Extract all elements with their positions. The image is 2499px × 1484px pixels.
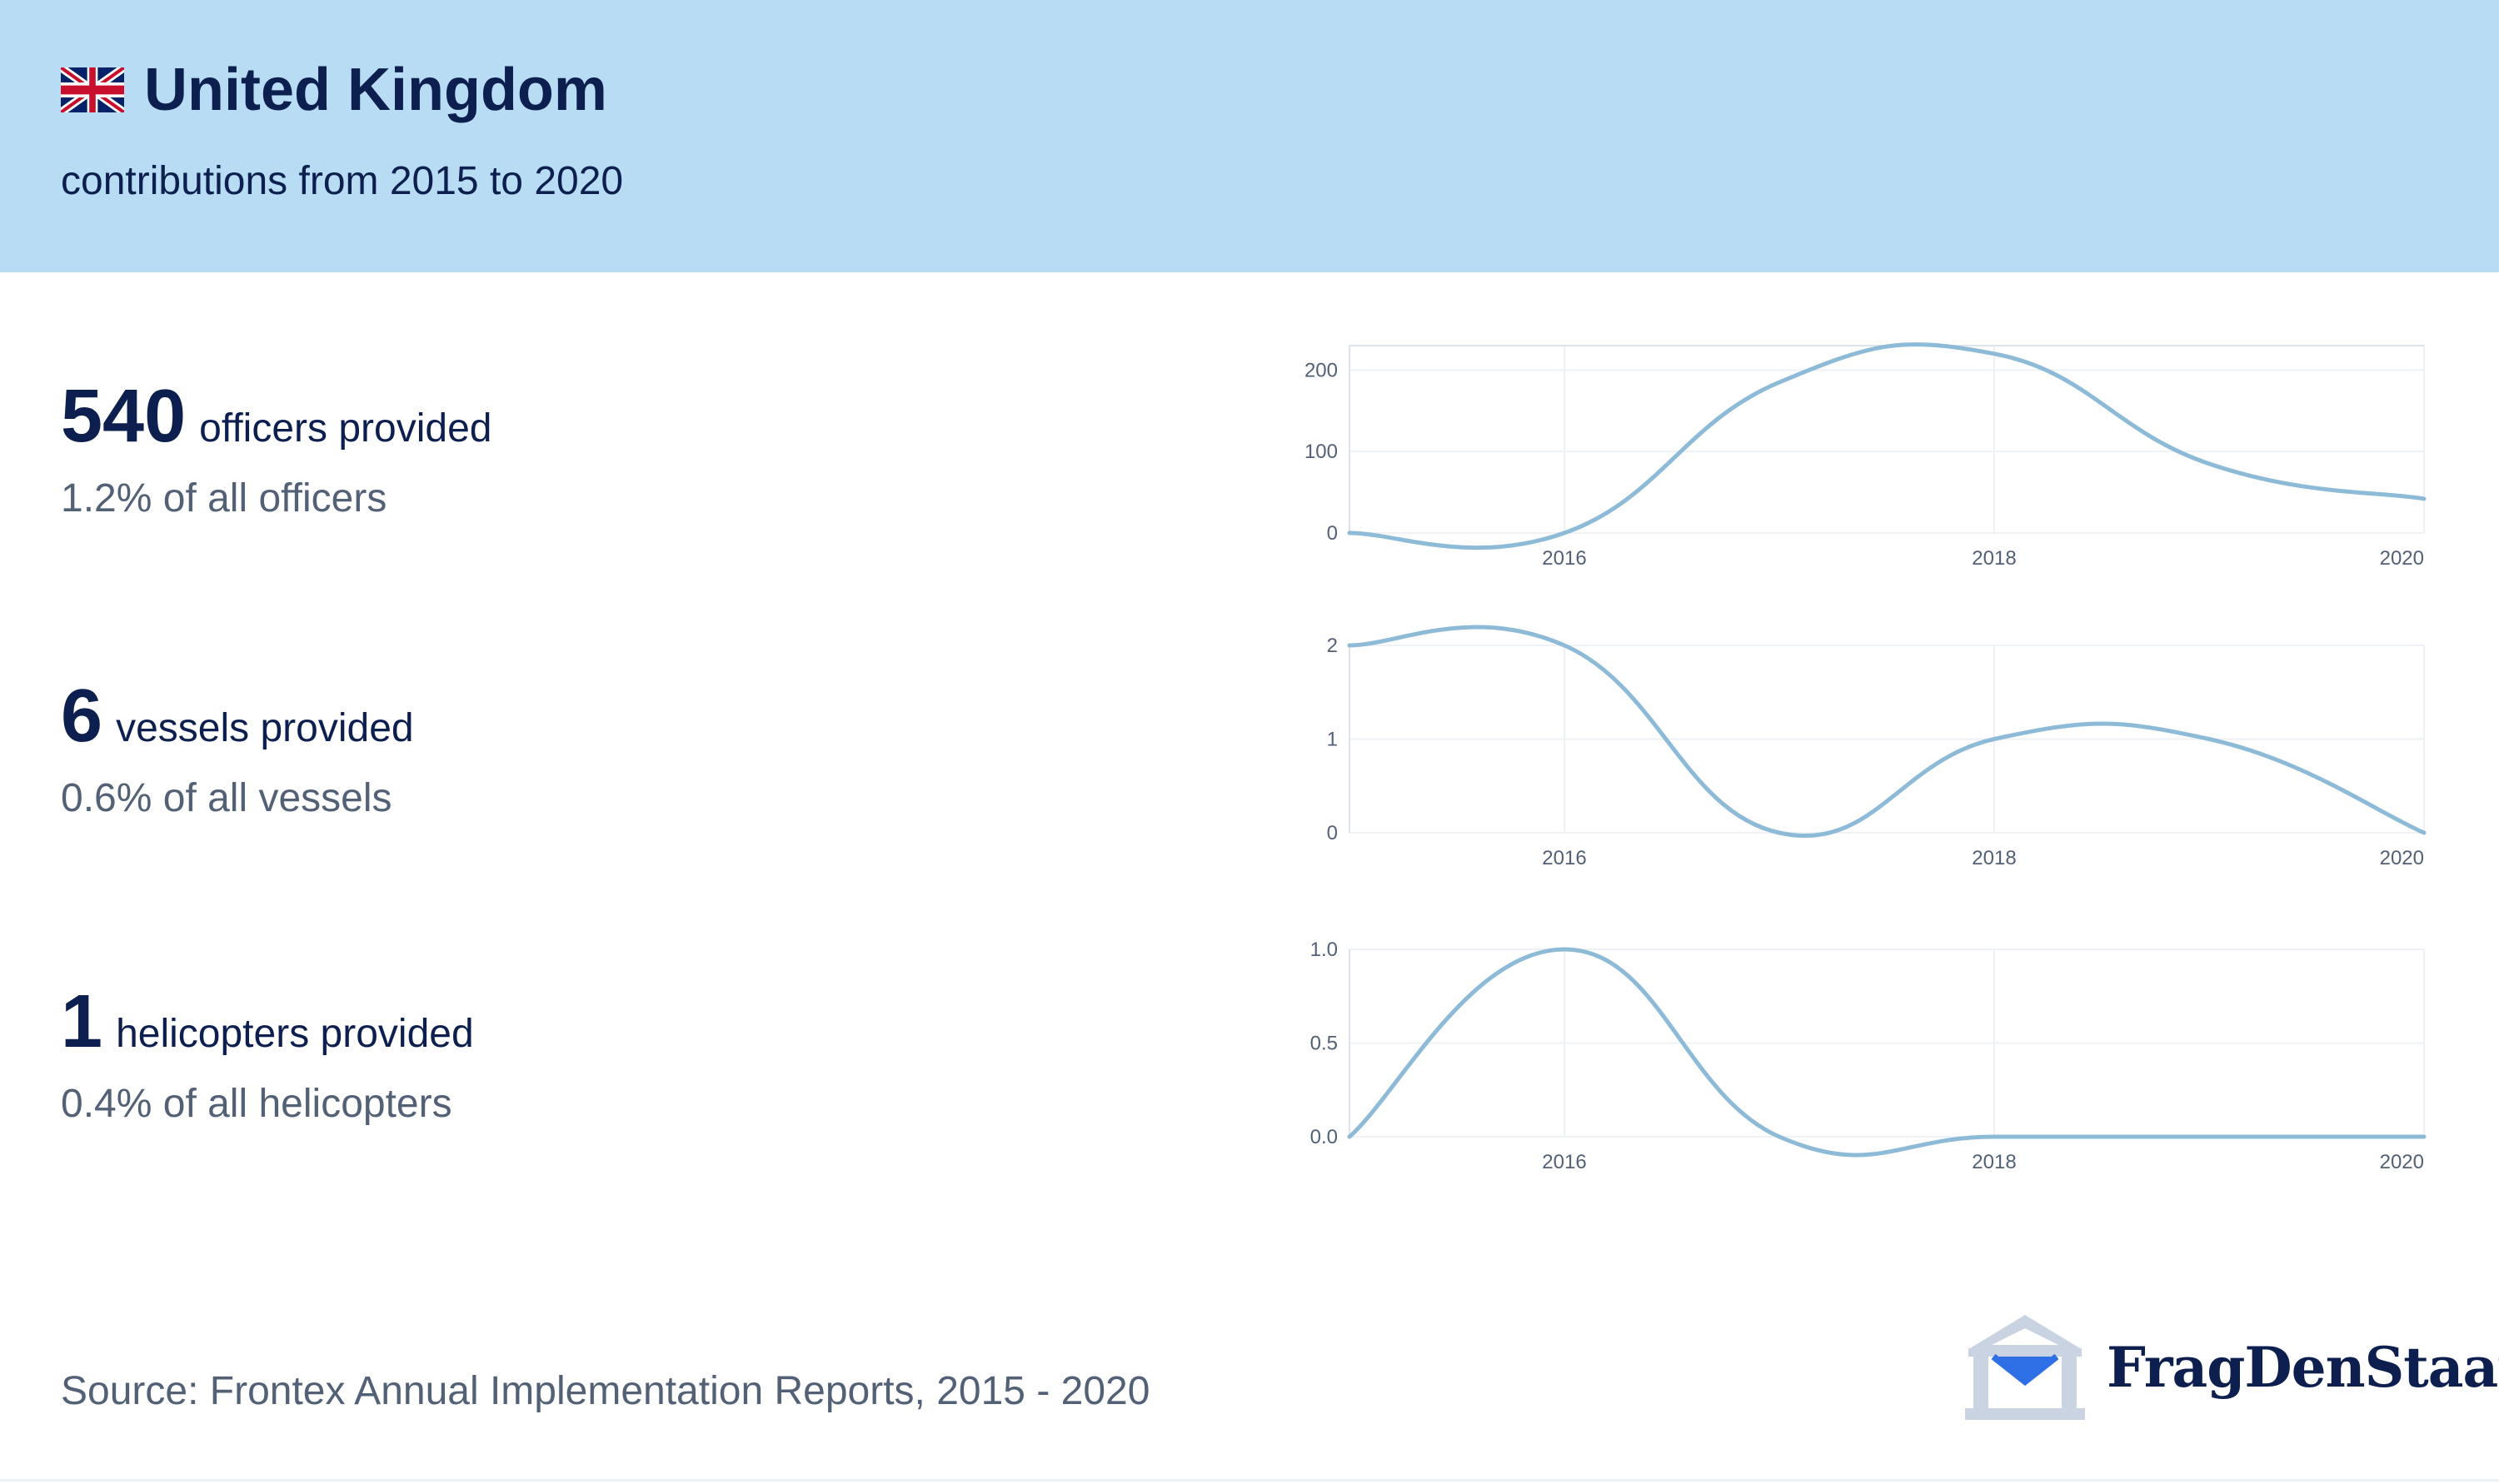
stat-label: vessels provided (116, 706, 414, 750)
x-tick-label: 2020 (2380, 847, 2424, 869)
stat-value: 1 (61, 980, 103, 1063)
series-line (1347, 342, 2427, 550)
y-tick-label: 0 (1327, 522, 1338, 545)
page-title: United Kingdom (144, 57, 607, 123)
stat-share: 0.4% of all helicopters (61, 1082, 452, 1126)
helicopters-line-chart: 0.0 0.5 1.0 2016 2018 2020 (1310, 939, 2427, 1173)
stat-officers: 540 officers provided 1.2% of all office… (61, 379, 491, 521)
stat-label: officers provided (199, 406, 492, 451)
officers-line-chart: 0 100 200 2016 2018 2020 (1304, 342, 2427, 570)
y-tick-label: 1.0 (1310, 939, 1338, 961)
y-tick-label: 2 (1327, 635, 1338, 657)
stat-helicopters: 1 helicopters provided 0.4% of all helic… (61, 984, 474, 1127)
y-tick-label: 1 (1327, 729, 1338, 751)
x-tick-label: 2020 (2380, 1151, 2424, 1173)
source-note: Source: Frontex Annual Implementation Re… (61, 1369, 1150, 1413)
x-tick-label: 2016 (1542, 847, 1586, 869)
bottom-divider (0, 1479, 2499, 1482)
stat-share: 1.2% of all officers (61, 476, 387, 520)
building-mail-icon (1965, 1315, 2085, 1420)
stat-label: helicopters provided (116, 1012, 474, 1056)
y-tick-label: 0.5 (1310, 1033, 1338, 1055)
x-tick-label: 2018 (1972, 847, 2016, 869)
helicopters-chart: 0.0 0.5 1.0 2016 2018 2020 (1283, 939, 2449, 1183)
x-tick-label: 2016 (1542, 547, 1586, 570)
uk-flag-icon (61, 67, 124, 112)
officers-chart: 0 100 200 2016 2018 2020 (1283, 337, 2449, 579)
header-banner: United Kingdom contributions from 2015 t… (0, 0, 2499, 272)
vessels-chart: 0 1 2 2016 2018 2020 (1283, 625, 2449, 879)
y-tick-label: 0 (1327, 822, 1338, 844)
logo-text: FragDenStaat (2107, 1335, 2499, 1400)
series-line (1347, 947, 2427, 1158)
title-row: United Kingdom (61, 60, 607, 120)
stat-value: 6 (61, 675, 103, 758)
x-tick-label: 2016 (1542, 1151, 1586, 1173)
stat-share: 0.6% of all vessels (61, 776, 392, 820)
fragdenstaat-logo[interactable]: FragDenStaat (1962, 1312, 2499, 1423)
y-tick-label: 0.0 (1310, 1126, 1338, 1148)
stat-value: 540 (61, 375, 187, 458)
series-line (1347, 625, 2427, 839)
vessels-line-chart: 0 1 2 2016 2018 2020 (1327, 625, 2427, 869)
x-tick-label: 2020 (2380, 547, 2424, 570)
y-tick-label: 200 (1304, 359, 1338, 381)
y-tick-label: 100 (1304, 441, 1338, 463)
page-subtitle: contributions from 2015 to 2020 (61, 159, 624, 203)
x-tick-label: 2018 (1972, 547, 2016, 570)
x-tick-label: 2018 (1972, 1151, 2016, 1173)
stat-vessels: 6 vessels provided 0.6% of all vessels (61, 679, 414, 821)
